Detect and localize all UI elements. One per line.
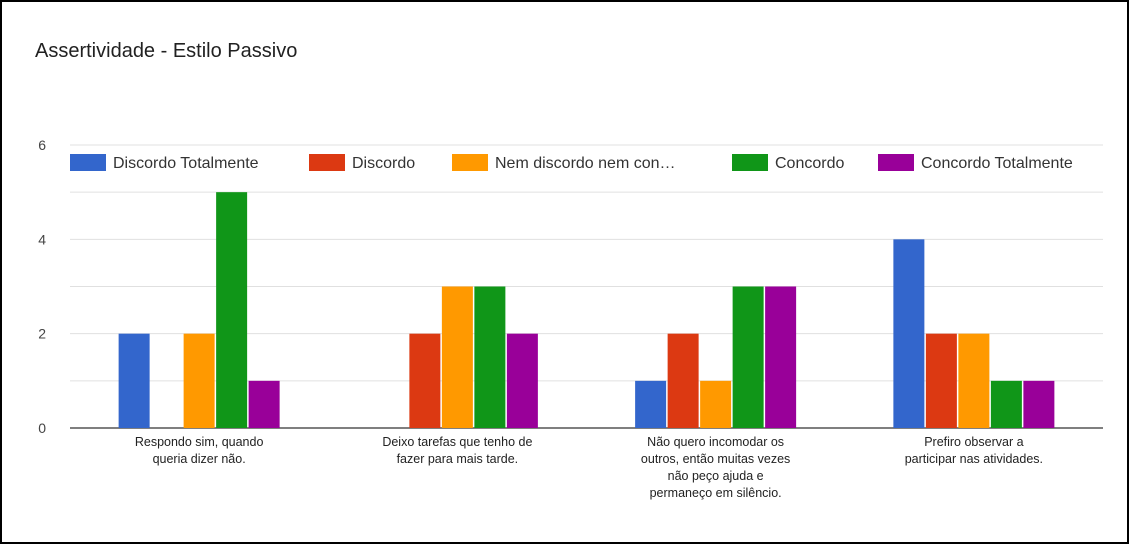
bar-0-0[interactable]	[118, 333, 150, 428]
legend-label: Discordo Totalmente	[113, 155, 259, 172]
legend-label: Concordo	[775, 155, 844, 172]
bar-2-3[interactable]	[958, 333, 990, 428]
bar-4-0[interactable]	[248, 380, 280, 428]
bar-3-1[interactable]	[474, 286, 506, 429]
category-label: permaneço em silêncio.	[650, 486, 782, 500]
category-label: fazer para mais tarde.	[397, 452, 519, 466]
legend-label: Concordo Totalmente	[921, 155, 1073, 172]
legend-label: Nem discordo nem con…	[495, 155, 676, 172]
bar-3-2[interactable]	[732, 286, 764, 429]
category-label: outros, então muitas vezes	[641, 452, 790, 466]
bar-1-1[interactable]	[409, 333, 441, 428]
chart-title: Assertividade - Estilo Passivo	[35, 40, 298, 62]
legend-swatch	[452, 154, 488, 171]
bar-2-1[interactable]	[441, 286, 473, 429]
category-label: participar nas atividades.	[905, 452, 1043, 466]
category-label: não peço ajuda e	[668, 469, 764, 483]
legend-swatch	[309, 154, 345, 171]
bar-4-3[interactable]	[1023, 380, 1055, 428]
legend-swatch	[878, 154, 914, 171]
bar-2-0[interactable]	[183, 333, 215, 428]
bar-4-2[interactable]	[765, 286, 797, 429]
legend-swatch	[70, 154, 106, 171]
category-label: queria dizer não.	[153, 452, 246, 466]
category-label: Deixo tarefas que tenho de	[382, 435, 532, 449]
bar-3-3[interactable]	[990, 380, 1022, 428]
bar-0-2[interactable]	[635, 380, 667, 428]
y-tick-label: 6	[38, 137, 46, 153]
category-label: Respondo sim, quando	[135, 435, 264, 449]
bar-1-2[interactable]	[667, 333, 699, 428]
category-label: Prefiro observar a	[924, 435, 1023, 449]
y-tick-label: 4	[38, 231, 46, 247]
bar-3-0[interactable]	[216, 192, 248, 428]
bar-0-3[interactable]	[893, 239, 925, 428]
legend-swatch	[732, 154, 768, 171]
chart-plot: 0 2 4 6 Respondo sim, quando queria dizer não…	[38, 137, 1103, 500]
category-label: Não quero incomodar os	[647, 435, 784, 449]
y-tick-label: 0	[38, 420, 46, 436]
bar-4-1[interactable]	[506, 333, 538, 428]
y-tick-label: 2	[38, 326, 46, 342]
bar-2-2[interactable]	[700, 380, 732, 428]
legend-label: Discordo	[352, 155, 415, 172]
bar-1-3[interactable]	[925, 333, 957, 428]
